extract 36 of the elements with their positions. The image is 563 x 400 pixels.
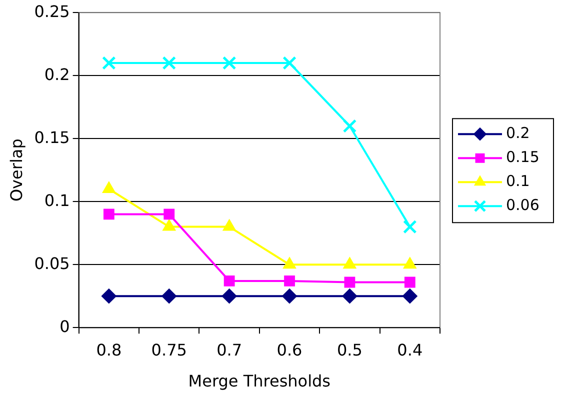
x-tick-label: 0.7 [216, 340, 242, 360]
point [402, 220, 417, 234]
point [222, 56, 236, 70]
x-tick-label: 0.5 [336, 340, 362, 360]
point [222, 288, 237, 304]
point [282, 56, 296, 70]
point [282, 288, 298, 304]
x-tick-label: 0.4 [397, 340, 423, 360]
y-tick-label: 0.25 [34, 2, 70, 21]
legend-label: 0.15 [506, 148, 540, 166]
x-tick-label: 0.8 [96, 340, 122, 360]
point [224, 276, 235, 286]
y-tick-label: 0.15 [34, 128, 70, 147]
legend-label: 0.1 [506, 172, 530, 190]
y-tick-label: 0 [60, 316, 70, 336]
point [404, 276, 416, 288]
y-tick-label: 0.1 [44, 190, 70, 210]
x-tick-label: 0.6 [276, 340, 302, 360]
y-tick-label: 0.05 [34, 254, 70, 273]
legend-label: 0.06 [506, 196, 540, 214]
point [284, 276, 295, 286]
x-tick-label: 0.75 [151, 340, 187, 360]
point [102, 56, 116, 70]
point [342, 288, 358, 304]
point [402, 288, 418, 304]
point [162, 56, 176, 70]
point [162, 288, 177, 304]
x-axis-title: Merge Thresholds [188, 372, 331, 391]
y-axis-title: Overlap [6, 138, 26, 202]
point [103, 208, 114, 220]
legend-label: 0.2 [506, 124, 530, 142]
point [344, 276, 356, 288]
point [342, 119, 357, 133]
point [101, 288, 116, 304]
y-tick-label: 0.2 [44, 64, 70, 84]
point [164, 208, 175, 220]
